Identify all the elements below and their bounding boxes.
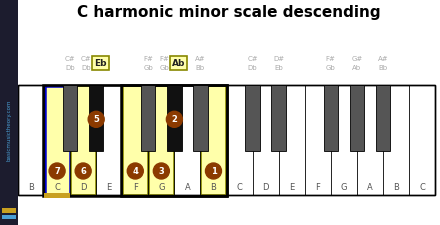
Text: 3: 3 <box>158 167 164 176</box>
Bar <box>193 85 208 151</box>
Bar <box>89 85 103 151</box>
Text: D: D <box>80 182 86 191</box>
Text: 7: 7 <box>54 167 60 176</box>
Text: Gb: Gb <box>326 65 336 71</box>
Text: Db: Db <box>65 65 75 71</box>
Bar <box>141 85 155 151</box>
Circle shape <box>49 163 65 179</box>
Text: F#: F# <box>326 56 336 62</box>
Bar <box>44 86 70 194</box>
Bar <box>18 85 435 195</box>
Text: B: B <box>393 182 399 191</box>
Bar <box>71 86 95 194</box>
Text: Db: Db <box>81 65 91 71</box>
Text: A#: A# <box>195 56 206 62</box>
Text: Db: Db <box>248 65 257 71</box>
Text: 2: 2 <box>172 115 177 124</box>
Text: 4: 4 <box>132 167 138 176</box>
Text: D#: D# <box>273 56 284 62</box>
Bar <box>123 86 148 194</box>
Text: D: D <box>262 182 269 191</box>
Text: B: B <box>210 182 216 191</box>
Circle shape <box>127 163 143 179</box>
Text: Gb: Gb <box>159 65 169 71</box>
Circle shape <box>166 111 182 127</box>
Bar <box>149 86 174 194</box>
Bar <box>167 85 182 151</box>
Text: G#: G# <box>351 56 363 62</box>
Circle shape <box>205 163 221 179</box>
Text: C harmonic minor scale descending: C harmonic minor scale descending <box>77 4 381 20</box>
Text: Gb: Gb <box>143 65 153 71</box>
Bar <box>0 0 18 225</box>
Text: A: A <box>367 182 373 191</box>
Text: B: B <box>28 182 34 191</box>
Bar <box>43 85 227 196</box>
Text: F: F <box>315 182 320 191</box>
Text: Eb: Eb <box>94 59 106 68</box>
Bar <box>271 85 286 151</box>
Bar <box>121 85 227 196</box>
Text: basicmusictheory.com: basicmusictheory.com <box>7 99 11 161</box>
Bar <box>350 85 364 151</box>
Text: Ab: Ab <box>352 65 361 71</box>
Text: F#: F# <box>159 56 169 62</box>
Text: E: E <box>289 182 294 191</box>
Bar <box>201 86 226 194</box>
Text: C: C <box>237 182 242 191</box>
Bar <box>44 193 70 198</box>
Bar <box>2 215 16 219</box>
Circle shape <box>88 111 104 127</box>
Text: F: F <box>133 182 138 191</box>
Text: Bb: Bb <box>196 65 205 71</box>
Bar <box>170 56 187 70</box>
Circle shape <box>154 163 169 179</box>
Text: Ab: Ab <box>172 59 185 68</box>
Bar <box>376 85 390 151</box>
Text: A: A <box>184 182 190 191</box>
Bar <box>92 56 109 70</box>
Text: Eb: Eb <box>274 65 283 71</box>
Bar <box>323 85 338 151</box>
Circle shape <box>75 163 91 179</box>
Text: C#: C# <box>247 56 258 62</box>
Bar <box>2 208 16 213</box>
Text: C#: C# <box>65 56 75 62</box>
Text: C: C <box>419 182 425 191</box>
Text: 6: 6 <box>80 167 86 176</box>
Bar <box>18 85 435 195</box>
Text: Bb: Bb <box>378 65 388 71</box>
Bar <box>246 85 260 151</box>
Text: G: G <box>341 182 347 191</box>
Bar <box>63 85 77 151</box>
Text: C: C <box>54 182 60 191</box>
Text: C#: C# <box>81 56 92 62</box>
Text: 1: 1 <box>210 167 216 176</box>
Text: E: E <box>106 182 112 191</box>
Text: G: G <box>158 182 165 191</box>
Text: A#: A# <box>378 56 388 62</box>
Text: F#: F# <box>143 56 153 62</box>
Text: 5: 5 <box>93 115 99 124</box>
